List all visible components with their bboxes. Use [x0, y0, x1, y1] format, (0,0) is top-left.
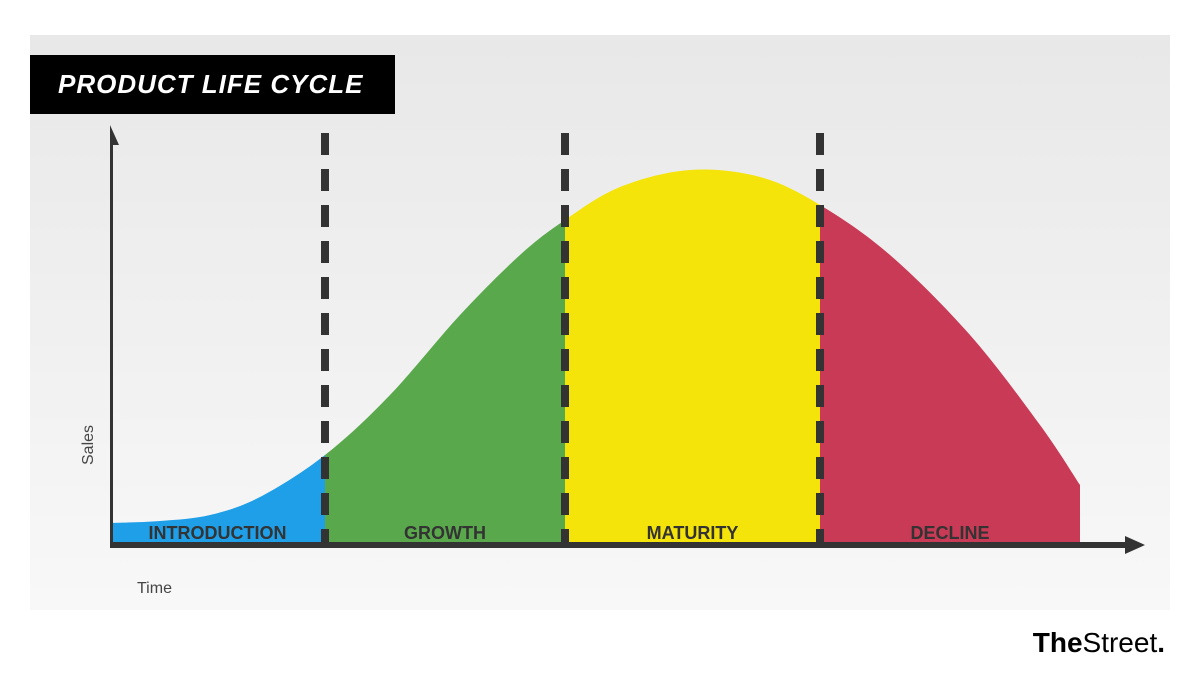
source-dot: . — [1157, 627, 1165, 658]
phase-label-introduction: INTRODUCTION — [138, 523, 298, 544]
source-bold: The — [1033, 627, 1083, 658]
phase-label-decline: DECLINE — [870, 523, 1030, 544]
source-light: Street — [1083, 627, 1158, 658]
plot-area — [110, 125, 1145, 570]
source-attribution: TheStreet. — [1033, 627, 1165, 659]
phase-label-maturity: MATURITY — [613, 523, 773, 544]
area-chart-svg — [110, 125, 1145, 570]
chart-background: PRODUCT LIFE CYCLE Sales Time INTRODUCTI… — [30, 35, 1170, 610]
x-axis-label: Time — [137, 580, 172, 598]
phase-label-growth: GROWTH — [365, 523, 525, 544]
chart-title: PRODUCT LIFE CYCLE — [30, 55, 395, 114]
y-axis-label: Sales — [80, 425, 98, 465]
